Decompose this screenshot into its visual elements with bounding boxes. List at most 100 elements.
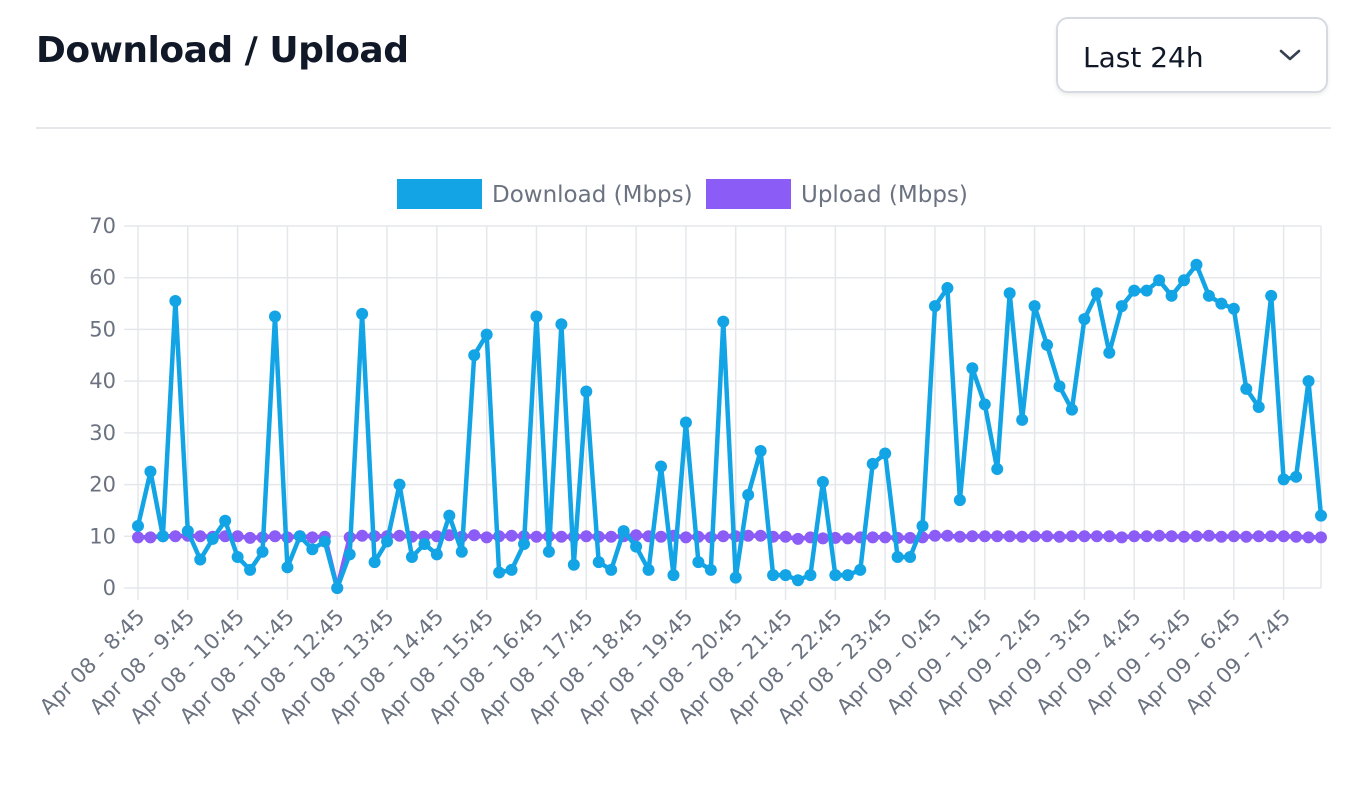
download-point xyxy=(642,563,655,576)
download-point xyxy=(530,310,543,323)
download-point xyxy=(480,328,493,341)
upload-point xyxy=(1165,530,1178,543)
download-point xyxy=(904,550,917,563)
grid-lines xyxy=(124,225,1322,600)
upload-point xyxy=(1128,530,1141,543)
upload-point xyxy=(1277,530,1290,543)
download-point xyxy=(293,530,306,543)
upload-point xyxy=(1153,529,1166,542)
upload-point xyxy=(1016,530,1029,543)
upload-point xyxy=(1240,530,1253,543)
download-point xyxy=(181,525,194,538)
download-point xyxy=(1227,302,1240,315)
upload-point xyxy=(1227,530,1240,543)
download-point xyxy=(679,416,692,429)
download-point xyxy=(767,569,780,582)
upload-point xyxy=(356,529,369,542)
download-point xyxy=(356,307,369,320)
download-point xyxy=(194,553,207,566)
download-point xyxy=(1016,413,1029,426)
download-point xyxy=(268,310,281,323)
y-tick-label: 70 xyxy=(89,214,116,238)
chart-legend: Download (Mbps) Upload (Mbps) xyxy=(397,179,968,209)
upload-point xyxy=(1252,530,1265,543)
download-point xyxy=(256,545,269,558)
upload-point xyxy=(1115,531,1128,544)
upload-point xyxy=(268,530,281,543)
download-point xyxy=(804,569,817,582)
upload-point xyxy=(1078,530,1091,543)
legend-download-label: Download (Mbps) xyxy=(492,182,693,208)
upload-point xyxy=(655,530,668,543)
download-point xyxy=(592,556,605,569)
download-point xyxy=(1202,289,1215,302)
download-point xyxy=(667,569,680,582)
upload-point xyxy=(1265,530,1278,543)
download-point xyxy=(1041,338,1054,351)
download-point xyxy=(791,574,804,587)
download-point xyxy=(1315,509,1327,522)
time-range-select[interactable]: Last 24h xyxy=(1056,17,1328,93)
upload-point xyxy=(306,531,319,544)
download-point xyxy=(941,282,954,295)
download-point xyxy=(505,563,518,576)
upload-point xyxy=(144,531,157,544)
upload-point xyxy=(941,529,954,542)
upload-point xyxy=(1090,530,1103,543)
download-point xyxy=(580,385,593,398)
upload-point xyxy=(580,530,593,543)
download-point xyxy=(368,556,381,569)
upload-point xyxy=(742,529,755,542)
download-point xyxy=(916,519,929,532)
upload-point xyxy=(1041,530,1054,543)
y-tick-label: 20 xyxy=(89,473,116,497)
download-point xyxy=(281,561,294,574)
download-point xyxy=(1215,297,1228,310)
download-point xyxy=(244,563,257,576)
download-point xyxy=(704,563,717,576)
chevron-down-icon xyxy=(1279,49,1301,61)
download-point xyxy=(493,566,506,579)
upload-point xyxy=(1140,530,1153,543)
download-series xyxy=(132,258,1327,594)
download-point xyxy=(1140,284,1153,297)
download-point xyxy=(405,550,418,563)
download-point xyxy=(928,300,941,313)
upload-point xyxy=(1315,531,1327,544)
upload-point xyxy=(754,529,767,542)
download-point xyxy=(1178,274,1191,287)
y-tick-label: 50 xyxy=(89,317,116,341)
download-point xyxy=(567,558,580,571)
upload-point xyxy=(679,531,692,544)
download-point xyxy=(1090,287,1103,300)
download-point xyxy=(1103,346,1116,359)
download-point xyxy=(1053,380,1066,393)
download-point xyxy=(206,532,219,545)
upload-point xyxy=(468,529,481,542)
download-point xyxy=(542,545,555,558)
upload-point xyxy=(904,531,917,544)
download-point xyxy=(231,550,244,563)
download-point xyxy=(729,571,742,584)
upload-point xyxy=(717,530,730,543)
download-point xyxy=(1165,289,1178,302)
download-point xyxy=(1302,375,1315,388)
legend-upload-label: Upload (Mbps) xyxy=(801,182,968,208)
upload-point xyxy=(393,529,406,542)
legend-download-swatch xyxy=(397,179,482,209)
upload-point xyxy=(953,530,966,543)
upload-point xyxy=(1065,530,1078,543)
y-tick-label: 0 xyxy=(103,576,116,600)
download-point xyxy=(1065,403,1078,416)
upload-point xyxy=(194,530,207,543)
upload-point xyxy=(1053,530,1066,543)
upload-point xyxy=(605,530,618,543)
upload-point xyxy=(1202,529,1215,542)
upload-point xyxy=(816,532,829,545)
download-point xyxy=(891,550,904,563)
legend-upload-swatch xyxy=(706,179,791,209)
upload-point xyxy=(966,530,979,543)
page-title: Download / Upload xyxy=(36,30,409,71)
upload-point xyxy=(1290,530,1303,543)
download-point xyxy=(816,475,829,488)
